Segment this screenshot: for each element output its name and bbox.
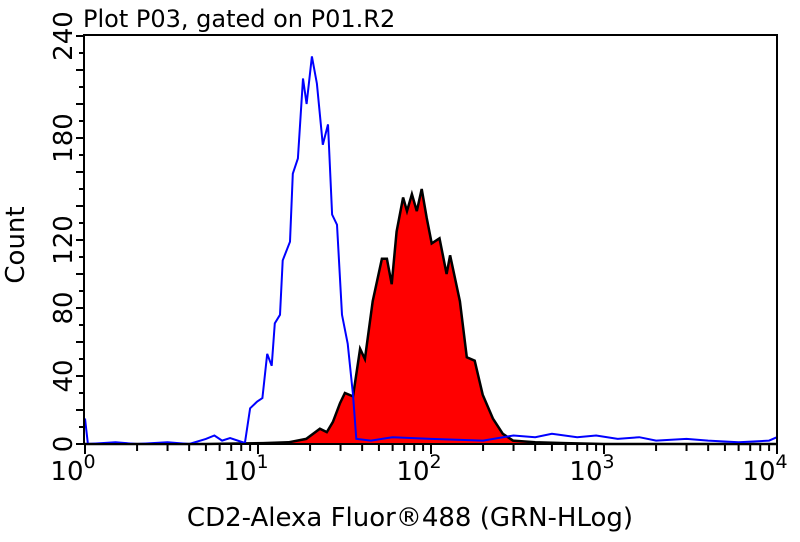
y-tick-label: 40: [49, 359, 79, 392]
x-tick-base: 10: [223, 457, 256, 487]
y-axis-label: Count: [1, 206, 31, 283]
x-tick-label: 102: [396, 451, 441, 487]
y-tick-label: 80: [49, 291, 79, 324]
x-tick-exponent: 4: [776, 451, 788, 473]
chart-title: Plot P03, gated on P01.R2: [83, 5, 395, 33]
y-axis: 0 40 80 120 180 240: [49, 11, 84, 452]
x-tick-base: 10: [396, 457, 429, 487]
filled-histogram-area: [85, 189, 777, 444]
y-tick-label: 180: [49, 113, 79, 163]
x-tick-base: 10: [742, 457, 775, 487]
x-axis-label: CD2-Alexa Fluor®488 (GRN-HLog): [187, 503, 633, 533]
y-tick-label: 0: [49, 436, 79, 453]
y-tick-label: 240: [49, 11, 79, 61]
x-tick-exponent: 1: [257, 451, 269, 473]
x-tick-exponent: 3: [603, 451, 615, 473]
x-axis: 100 101 102 103 104: [50, 444, 788, 487]
x-tick-exponent: 0: [84, 451, 96, 473]
outline-histogram-line: [84, 56, 778, 446]
y-tick-label: 120: [49, 215, 79, 265]
x-tick-label: 104: [742, 451, 787, 487]
plot-area: [84, 56, 778, 446]
x-tick-label: 101: [223, 451, 268, 487]
x-tick-label: 100: [50, 451, 95, 487]
filled-histogram-outline: [85, 188, 777, 446]
x-tick-label: 103: [569, 451, 614, 487]
x-tick-base: 10: [50, 457, 83, 487]
x-tick-exponent: 2: [430, 451, 442, 473]
x-tick-base: 10: [569, 457, 602, 487]
